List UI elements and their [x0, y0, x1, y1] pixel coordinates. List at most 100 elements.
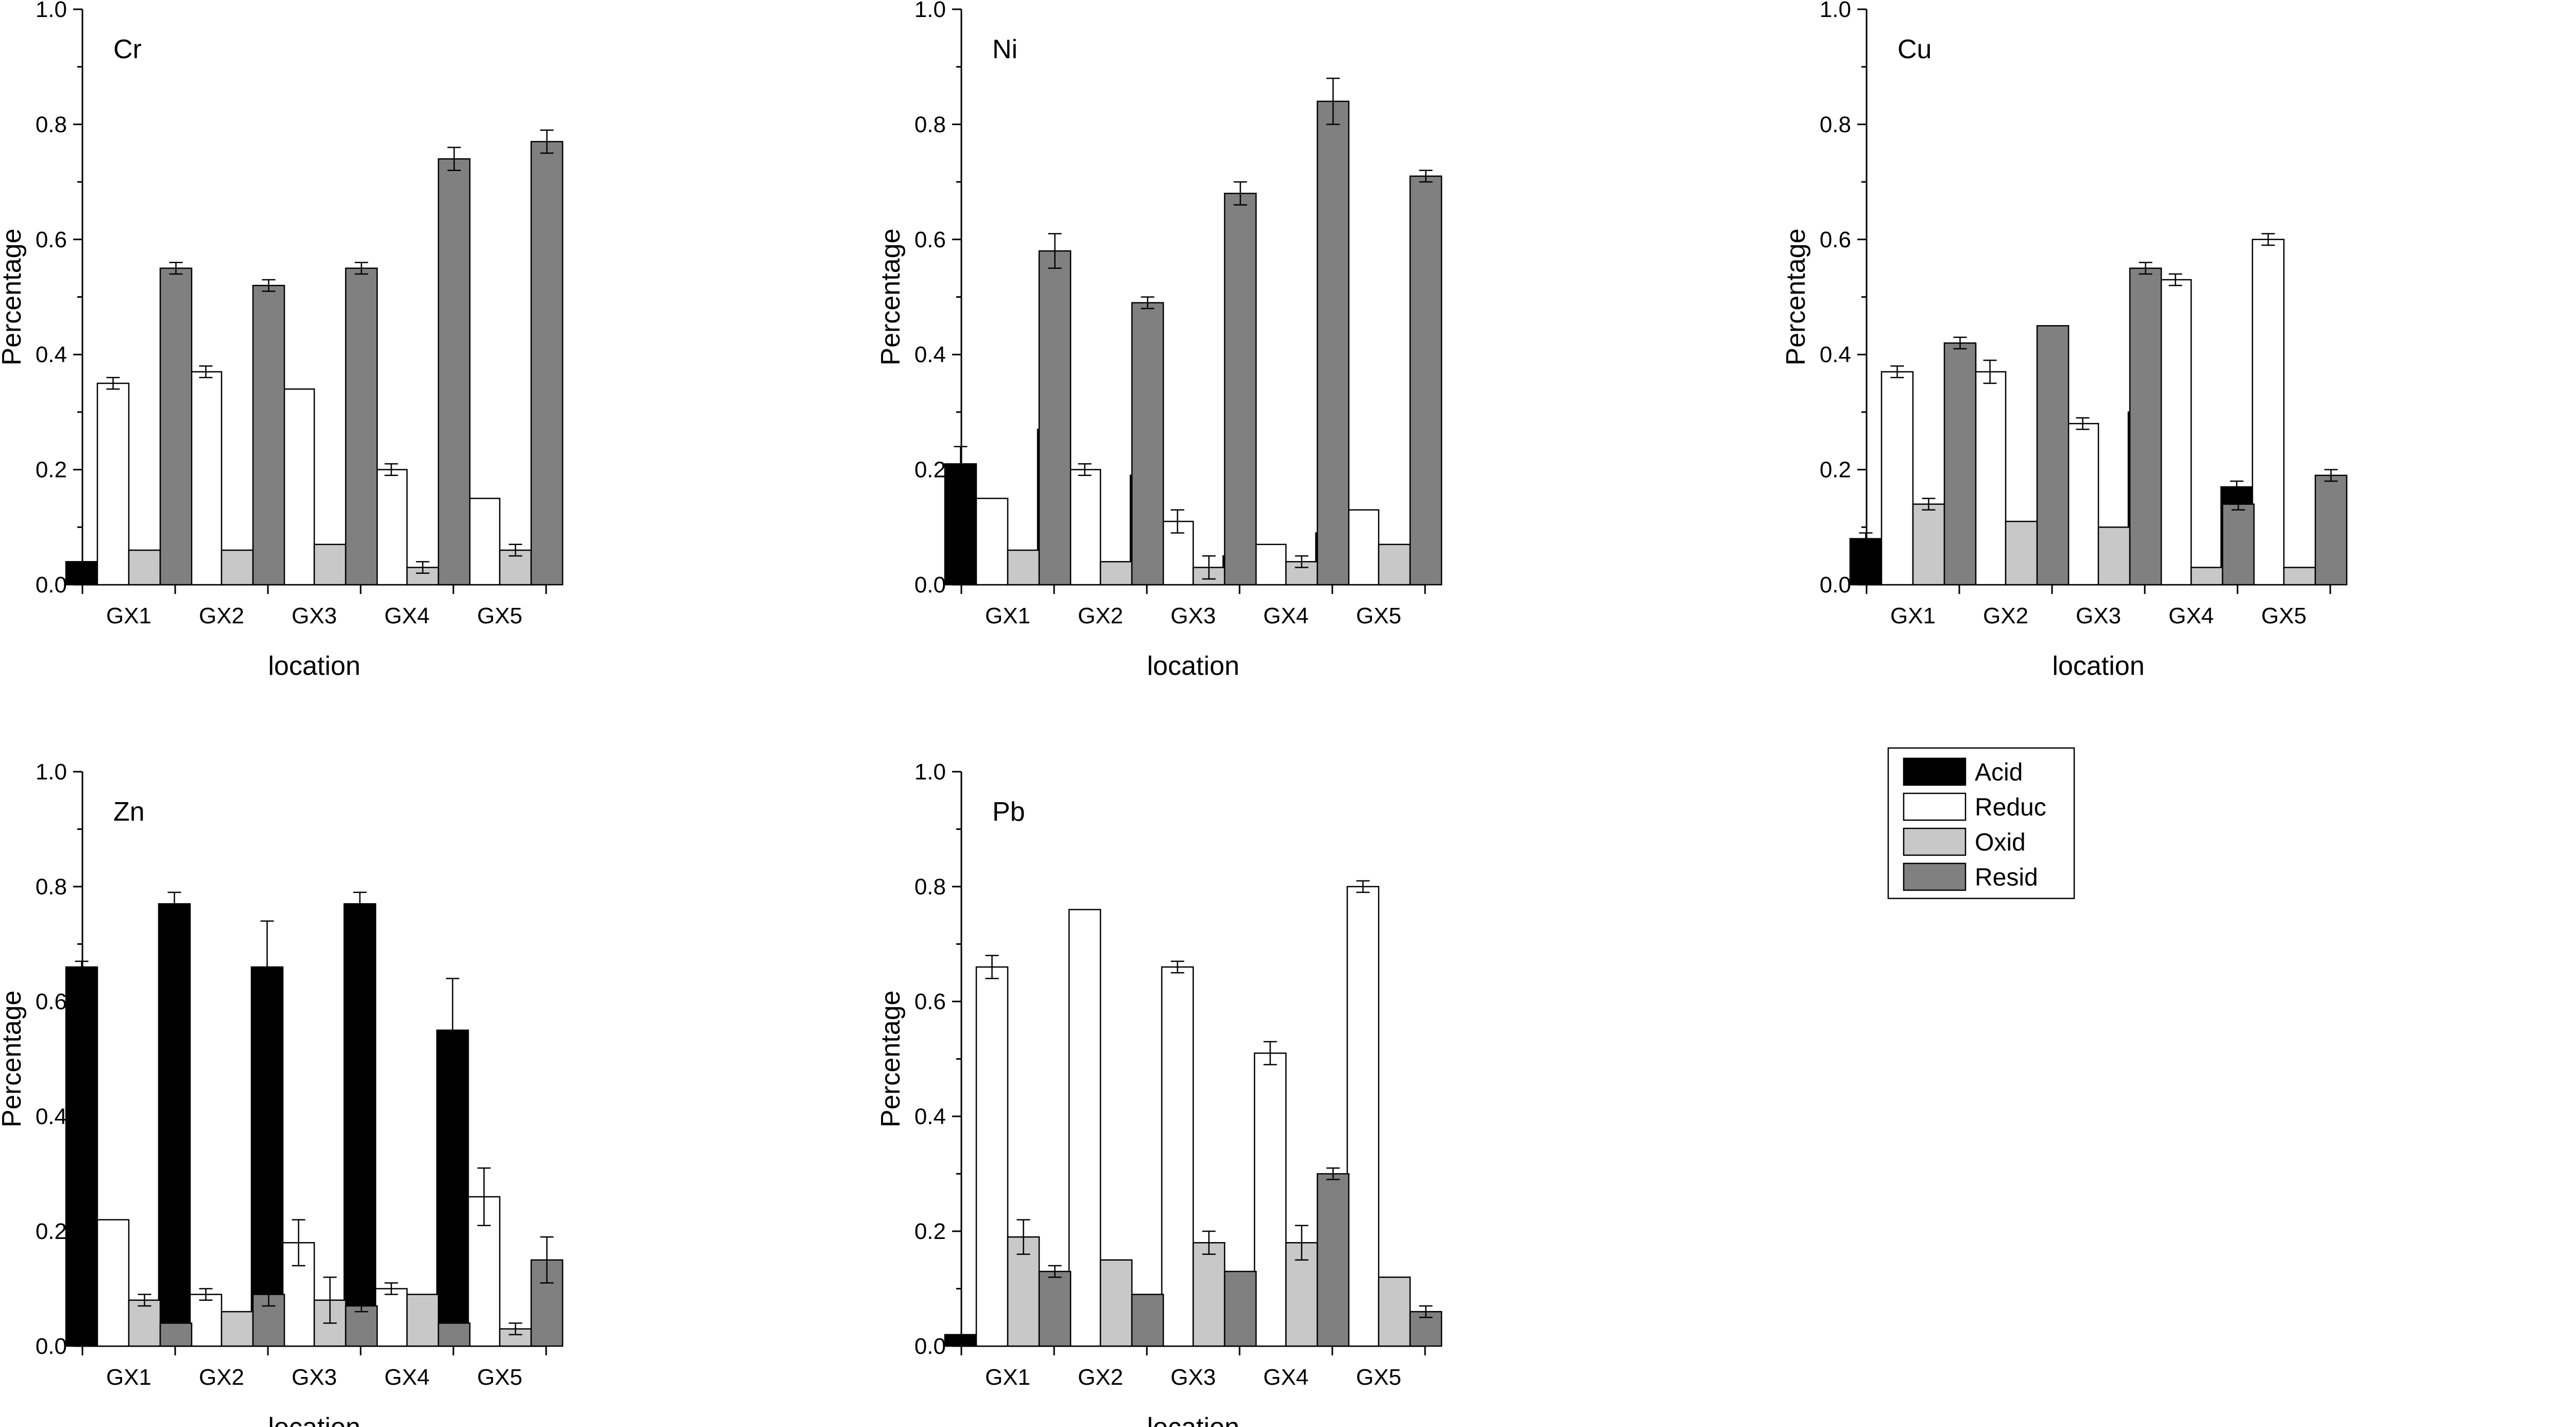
x-axis-title: location	[268, 1413, 360, 1427]
bar-reduc	[1068, 469, 1101, 586]
y-axis-title: Percentage	[0, 229, 27, 366]
x-tick-label: GX1	[985, 1365, 1030, 1390]
x-tick-label: GX5	[2261, 603, 2307, 628]
x-tick-label: GX5	[1356, 603, 1401, 628]
bar-oxid	[128, 549, 161, 586]
x-tick-label: GX5	[477, 1365, 522, 1390]
x-tick-label: GX4	[2168, 603, 2214, 628]
x-tick-label: GX5	[1356, 1365, 1401, 1390]
bar-acid	[158, 903, 191, 1347]
y-tick-label: 0.2	[36, 457, 67, 483]
x-tick-label: GX3	[292, 603, 337, 628]
x-tick-label: GX4	[384, 603, 430, 628]
y-tick-label: 0.2	[914, 457, 946, 483]
bar-resid	[2036, 325, 2070, 586]
panel-title: Pb	[992, 797, 1025, 827]
bar-reduc	[467, 498, 501, 586]
y-axis-title: Percentage	[1781, 229, 1811, 366]
y-tick-label: 0.2	[36, 1219, 67, 1244]
bar-reduc	[1253, 1052, 1287, 1347]
bar-resid	[252, 284, 285, 586]
legend-swatch-reduc	[1903, 792, 1967, 821]
bar-resid	[345, 267, 378, 586]
x-axis-title: location	[1147, 651, 1239, 681]
bar-reduc	[189, 1294, 223, 1347]
y-tick-label: 0.4	[914, 1104, 946, 1129]
panel-title: Ni	[992, 35, 1018, 64]
x-tick-label: GX2	[199, 603, 244, 628]
y-tick-label: 0.4	[36, 342, 67, 367]
x-tick-label: GX1	[985, 603, 1030, 628]
y-tick-label: 0.4	[36, 1104, 67, 1129]
legend-swatch-oxid	[1903, 827, 1967, 856]
bar-reduc	[2159, 279, 2192, 586]
bar-reduc	[96, 382, 130, 586]
bar-acid	[65, 561, 98, 586]
bar-acid	[1849, 538, 1883, 586]
y-tick-label: 0.6	[914, 227, 946, 252]
bar-resid	[159, 1322, 193, 1347]
legend-label-resid: Resid	[1975, 864, 2038, 891]
x-tick-label: GX1	[106, 603, 151, 628]
x-axis-title: location	[1147, 1413, 1239, 1427]
bar-reduc	[1880, 371, 1914, 586]
bar-reduc	[1253, 543, 1287, 586]
bar-reduc	[1973, 371, 2007, 586]
x-tick-label: GX3	[1171, 1365, 1216, 1390]
bar-resid	[1131, 302, 1164, 586]
bar-resid	[1038, 1270, 1072, 1347]
bar-oxid	[2097, 526, 2131, 586]
bar-reduc	[975, 966, 1009, 1347]
y-tick-label: 1.0	[914, 759, 946, 785]
bar-reduc	[1068, 909, 1101, 1347]
panel-title: Cr	[113, 35, 142, 64]
bar-reduc	[282, 388, 315, 586]
bar-oxid	[1378, 1276, 1411, 1347]
x-axis-title: location	[268, 651, 360, 681]
bar-oxid	[313, 543, 347, 586]
bar-reduc	[375, 469, 408, 586]
bar-resid	[1224, 193, 1257, 586]
x-tick-label: GX2	[1078, 603, 1123, 628]
x-tick-label: GX2	[1078, 1365, 1123, 1390]
y-tick-label: 0.6	[914, 989, 946, 1014]
y-tick-label: 0.8	[914, 874, 946, 899]
bar-reduc	[375, 1288, 408, 1347]
bar-reduc	[1346, 886, 1380, 1347]
legend-label-acid: Acid	[1975, 759, 2023, 786]
bar-acid	[65, 966, 98, 1347]
bar-oxid	[2283, 567, 2316, 586]
chart-panel-cu: 0.0 0.2 0.4 0.6 0.8 1.0 GX1 GX2 GX3 GX4 GX5 Cu locat…	[1781, 0, 2348, 681]
y-axis-title: Percentage	[876, 229, 906, 366]
bar-reduc	[975, 498, 1009, 586]
bar-resid	[1224, 1270, 1257, 1347]
y-axis-title: Percentage	[876, 991, 906, 1128]
bar-reduc	[1161, 966, 1194, 1347]
y-tick-label: 0.0	[36, 1334, 67, 1359]
legend-label-oxid: Oxid	[1975, 829, 2026, 856]
bar-oxid	[2005, 520, 2038, 586]
x-tick-label: GX3	[2076, 603, 2121, 628]
y-tick-label: 0.4	[1820, 342, 1851, 367]
x-tick-label: GX1	[1890, 603, 1936, 628]
y-tick-label: 0.6	[1820, 227, 1851, 252]
bar-resid	[1943, 342, 1977, 586]
chart-panel-ni: 0.0 0.2 0.4 0.6 0.8 1.0 GX1 GX2 GX3 GX4 GX5 Ni locat…	[876, 0, 1443, 681]
y-tick-label: 0.8	[914, 112, 946, 137]
legend: Acid Reduc Oxid Resid	[1887, 747, 2075, 899]
x-axis-title: location	[2052, 651, 2144, 681]
bar-acid	[944, 1334, 977, 1347]
y-tick-label: 0.0	[36, 572, 67, 598]
bar-resid	[1131, 1294, 1164, 1347]
x-tick-label: GX3	[292, 1365, 337, 1390]
x-tick-label: GX5	[477, 603, 522, 628]
chart-panel-pb: 0.0 0.2 0.4 0.6 0.8 1.0 GX1 GX2 GX3 GX4 GX5 Pb locat…	[876, 759, 1443, 1427]
x-tick-label: GX1	[106, 1365, 151, 1390]
bar-oxid	[2190, 567, 2224, 586]
panel-title: Zn	[113, 797, 145, 827]
bar-reduc	[96, 1219, 130, 1347]
y-tick-label: 0.8	[36, 874, 67, 899]
bar-resid	[2222, 503, 2255, 586]
x-tick-label: GX4	[1263, 1365, 1309, 1390]
